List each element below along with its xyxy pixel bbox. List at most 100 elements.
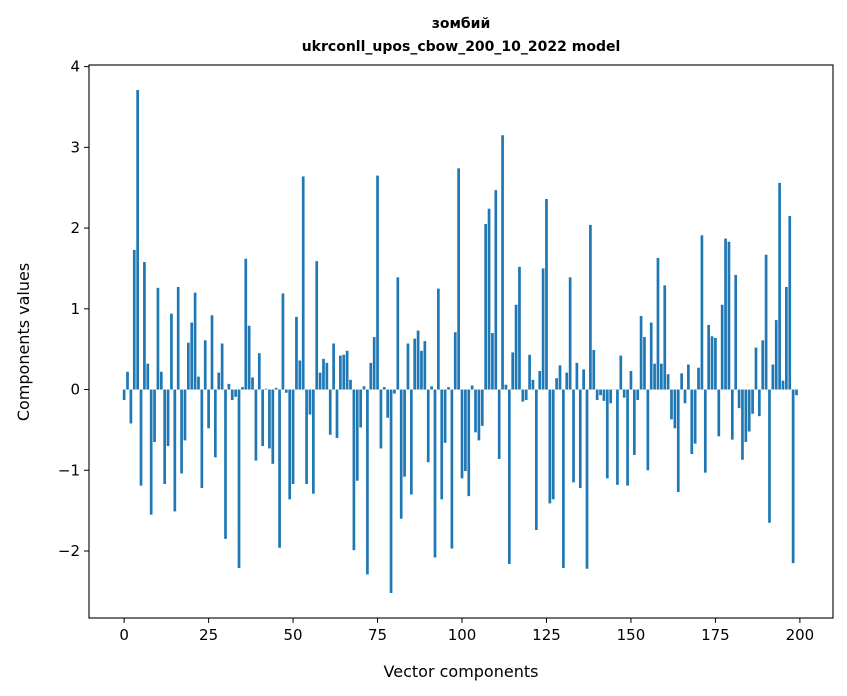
bar-128 [555, 378, 558, 390]
bar-126 [548, 389, 552, 504]
bar-4 [136, 90, 140, 390]
y-tick-label: 3 [70, 138, 80, 156]
bar-46 [278, 389, 281, 548]
bar-42 [264, 388, 268, 390]
bar-181 [734, 274, 738, 390]
bar-69 [355, 389, 359, 481]
bar-90 [426, 389, 430, 463]
bar-146 [616, 389, 619, 485]
bar-182 [737, 389, 741, 409]
bar-198 [791, 389, 795, 564]
bar-13 [166, 389, 170, 447]
bar-105 [477, 389, 481, 441]
bar-157 [653, 363, 656, 390]
bar-47 [281, 293, 285, 390]
bar-104 [474, 389, 477, 433]
bar-71 [362, 386, 366, 390]
bar-188 [757, 389, 761, 417]
bar-38 [251, 377, 254, 390]
bar-183 [741, 389, 744, 460]
bar-130 [562, 389, 565, 568]
bar-150 [629, 370, 633, 390]
bar-58 [318, 372, 322, 390]
bar-33 [234, 389, 237, 397]
bar-107 [484, 224, 488, 390]
bar-125 [545, 199, 548, 390]
bar-131 [565, 372, 569, 390]
bar-30 [224, 389, 227, 539]
bar-113 [504, 384, 508, 390]
x-tick-label: 150 [617, 626, 646, 644]
bar-15 [173, 389, 177, 512]
bar-76 [379, 389, 383, 449]
bar-133 [572, 389, 575, 483]
bar-51 [295, 316, 298, 390]
bar-158 [656, 257, 660, 390]
bar-137 [585, 389, 589, 569]
bar-55 [308, 389, 312, 415]
bar-171 [700, 235, 704, 390]
bar-184 [744, 389, 748, 443]
bar-142 [602, 389, 606, 401]
bar-92 [433, 389, 437, 558]
bar-156 [649, 322, 653, 390]
bar-0 [122, 389, 126, 401]
bar-62 [332, 343, 335, 390]
bar-159 [660, 363, 663, 390]
bar-179 [727, 241, 731, 390]
bar-100 [460, 389, 464, 479]
bar-28 [217, 372, 221, 390]
bar-114 [507, 389, 511, 564]
bar-103 [470, 385, 474, 390]
y-axis: −2 −1 0 1 2 3 4 [58, 58, 89, 560]
bar-70 [359, 389, 363, 428]
y-tick-label: 0 [70, 381, 80, 399]
bar-6 [143, 261, 146, 390]
bar-61 [328, 389, 332, 435]
bar-172 [703, 389, 707, 473]
bar-144 [609, 389, 613, 404]
bar-45 [274, 387, 278, 390]
bar-153 [639, 316, 643, 390]
bar-178 [724, 238, 727, 390]
bar-35 [241, 387, 244, 390]
y-axis-label: Components values [14, 263, 33, 421]
bar-59 [322, 358, 325, 390]
bar-84 [406, 343, 410, 390]
bar-186 [751, 389, 754, 414]
bar-122 [534, 389, 538, 531]
bar-79 [389, 389, 393, 593]
bar-95 [443, 389, 447, 443]
bar-2 [129, 389, 133, 424]
bar-173 [707, 324, 711, 390]
bar-197 [788, 215, 792, 390]
bar-20 [190, 322, 194, 390]
bar-26 [210, 315, 214, 390]
y-tick-label: 4 [70, 58, 80, 76]
bar-196 [785, 287, 788, 390]
bar-85 [409, 389, 413, 495]
bar-99 [457, 168, 460, 390]
bar-102 [467, 389, 471, 497]
bar-162 [670, 389, 673, 420]
y-tick-label: 1 [70, 300, 80, 318]
bar-7 [146, 363, 150, 390]
bar-195 [781, 380, 785, 390]
bar-56 [311, 389, 315, 494]
bar-14 [170, 313, 173, 390]
bar-65 [342, 354, 346, 390]
bar-86 [413, 338, 417, 390]
bar-170 [697, 367, 700, 390]
bar-9 [153, 389, 156, 443]
bar-10 [156, 287, 160, 390]
bar-50 [291, 389, 295, 484]
bar-24 [203, 340, 207, 390]
bar-164 [676, 389, 680, 493]
bar-57 [315, 261, 319, 390]
bar-136 [582, 369, 585, 390]
bars-group [122, 90, 798, 593]
bar-29 [220, 343, 224, 390]
bar-116 [514, 304, 518, 390]
bar-109 [491, 333, 494, 390]
bar-21 [193, 292, 197, 390]
